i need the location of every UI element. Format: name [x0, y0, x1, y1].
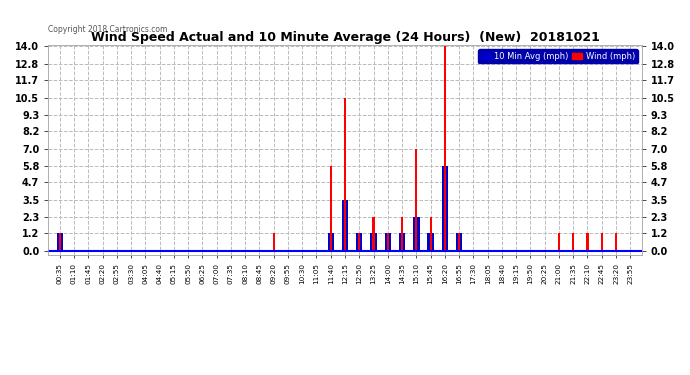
Bar	[59, 233, 61, 250]
Bar	[330, 166, 332, 250]
Bar	[427, 233, 434, 250]
Bar	[344, 98, 346, 250]
Bar	[413, 217, 420, 250]
Bar	[57, 233, 63, 250]
Bar	[371, 233, 377, 250]
Bar	[328, 233, 334, 250]
Bar	[586, 233, 589, 250]
Bar	[444, 46, 446, 251]
Bar	[572, 233, 574, 250]
Bar	[273, 233, 275, 250]
Bar	[615, 233, 617, 250]
Bar	[415, 148, 417, 250]
Bar	[384, 233, 391, 250]
Bar	[401, 217, 403, 250]
Bar	[386, 233, 389, 250]
Bar	[429, 217, 432, 250]
Bar	[458, 233, 460, 250]
Bar	[442, 166, 448, 250]
Title: Wind Speed Actual and 10 Minute Average (24 Hours)  (New)  20181021: Wind Speed Actual and 10 Minute Average …	[90, 31, 600, 44]
Legend: 10 Min Avg (mph), Wind (mph): 10 Min Avg (mph), Wind (mph)	[478, 49, 638, 63]
Bar	[342, 200, 348, 250]
Bar	[358, 233, 360, 250]
Bar	[373, 217, 375, 250]
Bar	[601, 233, 603, 250]
Text: Copyright 2018 Cartronics.com: Copyright 2018 Cartronics.com	[48, 26, 168, 34]
Bar	[456, 233, 462, 250]
Bar	[399, 233, 405, 250]
Bar	[356, 233, 362, 250]
Bar	[558, 233, 560, 250]
